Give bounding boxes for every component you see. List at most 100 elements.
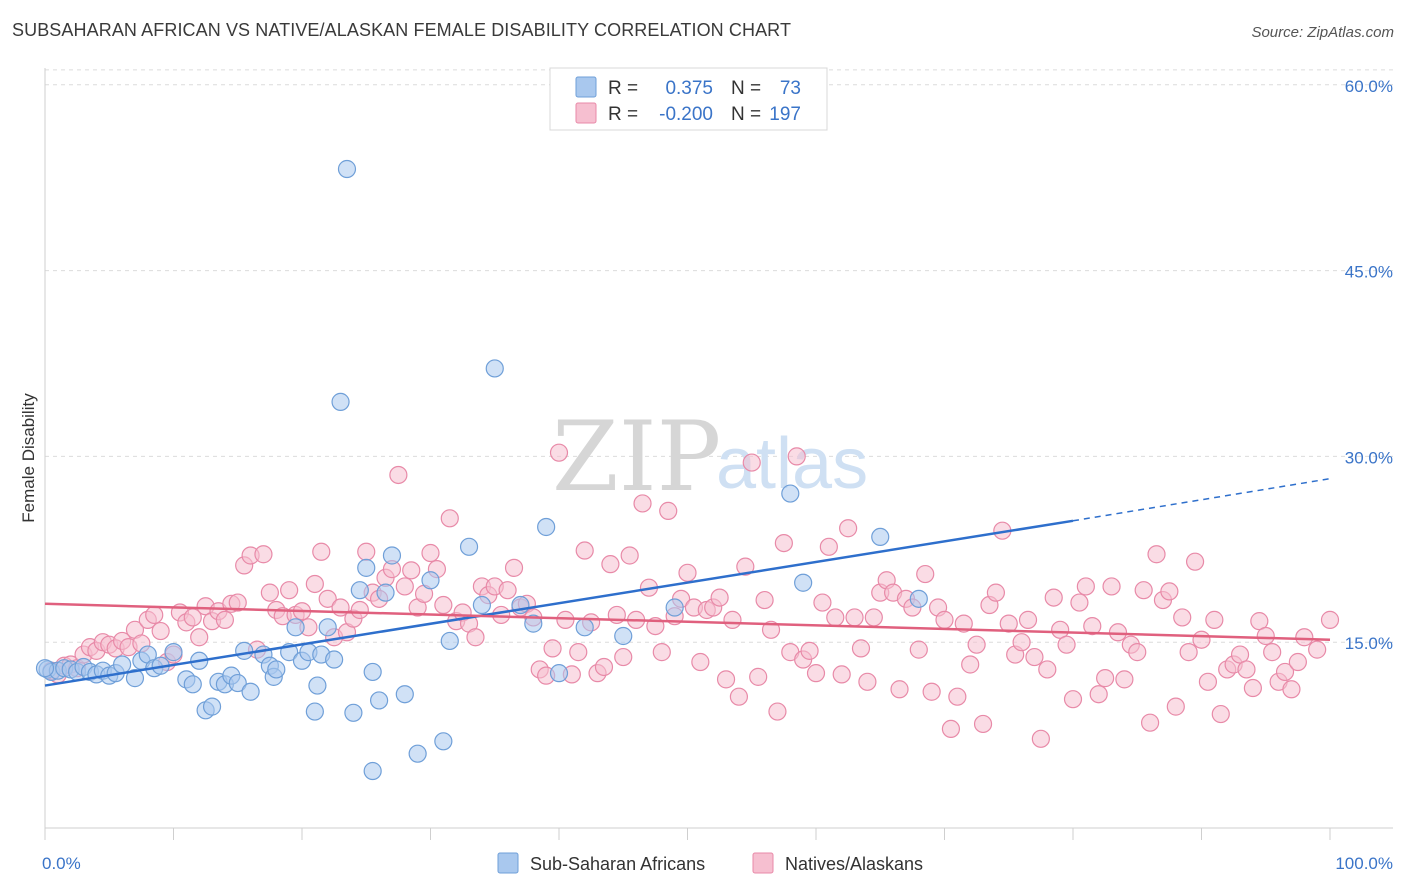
sub-saharan-point bbox=[434, 732, 453, 751]
natives-point bbox=[729, 687, 749, 706]
natives-point bbox=[1147, 545, 1166, 564]
natives-point bbox=[1025, 647, 1044, 667]
natives-point bbox=[260, 583, 279, 602]
sub-saharan-point bbox=[376, 583, 395, 602]
natives-point bbox=[1288, 652, 1307, 672]
natives-point bbox=[1063, 690, 1083, 709]
natives-point bbox=[819, 537, 838, 556]
natives-point bbox=[504, 558, 524, 577]
natives-point bbox=[389, 465, 408, 485]
natives-point bbox=[1243, 678, 1263, 698]
natives-point bbox=[1012, 633, 1031, 652]
axes bbox=[44, 68, 1393, 840]
sub-saharan-trend-extension bbox=[1072, 477, 1331, 522]
natives-point bbox=[620, 546, 639, 565]
legend-n-label: N = bbox=[731, 104, 761, 125]
sub-saharan-point bbox=[344, 703, 363, 722]
natives-point bbox=[1282, 680, 1301, 699]
natives-point bbox=[1205, 610, 1224, 629]
natives-point bbox=[749, 667, 768, 686]
sub-saharan-point bbox=[382, 546, 402, 565]
sub-saharan-point bbox=[472, 595, 491, 615]
natives-point bbox=[1192, 630, 1211, 649]
natives-point bbox=[395, 577, 414, 596]
natives-point bbox=[1089, 685, 1108, 704]
sub-saharan-point bbox=[370, 691, 389, 710]
natives-point bbox=[305, 574, 324, 594]
legend-n-value: 73 bbox=[780, 78, 801, 99]
sub-saharan-point bbox=[575, 618, 594, 637]
natives-point bbox=[999, 614, 1018, 633]
natives-point bbox=[190, 628, 209, 647]
series-legend-swatch-natives[interactable] bbox=[752, 852, 774, 874]
natives-point bbox=[594, 657, 614, 677]
natives-point bbox=[228, 593, 247, 612]
trend-lines bbox=[44, 477, 1331, 687]
legend-swatch-natives bbox=[575, 102, 597, 124]
sub-saharan-point bbox=[112, 655, 132, 674]
series-legend-label-natives[interactable]: Natives/Alaskans bbox=[785, 854, 923, 874]
natives-point bbox=[723, 610, 742, 629]
natives-point bbox=[498, 581, 517, 600]
sub-saharan-point bbox=[794, 573, 813, 592]
sub-saharan-point bbox=[395, 685, 414, 704]
series-legend-label-sub-saharan[interactable]: Sub-Saharan Africans bbox=[530, 854, 705, 874]
natives-point bbox=[357, 542, 376, 561]
sub-saharan-point bbox=[318, 618, 337, 637]
legend-r-value: -0.200 bbox=[659, 104, 713, 125]
chart-title: SUBSAHARAN AFRICAN VS NATIVE/ALASKAN FEM… bbox=[12, 20, 792, 40]
sub-saharan-point bbox=[485, 359, 504, 378]
correlation-legend: R = 0.375 N = 73 R = -0.200 N = 197 bbox=[549, 67, 828, 131]
x-tick-label: 100.0% bbox=[1335, 854, 1393, 873]
sub-saharan-point bbox=[459, 537, 479, 556]
tick-labels: 15.0% 30.0% 45.0% 60.0% 0.0% 100.0% bbox=[42, 77, 1393, 873]
natives-point bbox=[575, 541, 594, 560]
natives-point bbox=[806, 664, 826, 683]
natives-point bbox=[1070, 593, 1089, 612]
legend-n-label: N = bbox=[731, 78, 761, 99]
natives-point bbox=[864, 608, 883, 627]
natives-point bbox=[402, 561, 421, 580]
natives-point bbox=[813, 593, 832, 612]
natives-point bbox=[787, 447, 806, 466]
natives-point bbox=[556, 610, 575, 629]
natives-point bbox=[916, 564, 935, 584]
legend-r-value: 0.375 bbox=[665, 78, 713, 99]
data-points bbox=[35, 159, 1340, 781]
natives-point bbox=[716, 670, 736, 689]
chart-source: Source: ZipAtlas.com bbox=[1251, 24, 1394, 41]
natives-point bbox=[774, 533, 793, 553]
y-tick-label: 15.0% bbox=[1345, 634, 1393, 653]
sub-saharan-point bbox=[228, 673, 247, 693]
sub-saharan-point bbox=[286, 618, 305, 637]
natives-point bbox=[318, 589, 337, 608]
y-tick-label: 60.0% bbox=[1345, 77, 1393, 96]
natives-point bbox=[851, 639, 871, 658]
natives-point bbox=[1275, 662, 1295, 682]
natives-point bbox=[1044, 588, 1063, 607]
sub-saharan-point bbox=[363, 662, 382, 682]
sub-saharan-point bbox=[164, 643, 183, 662]
natives-point bbox=[710, 588, 729, 607]
natives-point bbox=[839, 519, 858, 538]
natives-point bbox=[1179, 643, 1198, 662]
natives-point bbox=[1295, 628, 1314, 647]
series-legend-swatch-sub-saharan[interactable] bbox=[497, 852, 519, 874]
natives-point bbox=[935, 610, 954, 629]
natives-point bbox=[1134, 581, 1153, 600]
sub-saharan-point bbox=[125, 669, 145, 688]
sub-saharan-point bbox=[781, 484, 800, 503]
natives-point bbox=[440, 509, 459, 528]
y-tick-label: 30.0% bbox=[1345, 448, 1393, 467]
natives-point bbox=[151, 621, 170, 641]
natives-point bbox=[1102, 577, 1121, 596]
sub-saharan-point bbox=[267, 660, 286, 679]
y-axis-label: Female Disability bbox=[19, 393, 38, 523]
natives-point bbox=[652, 643, 671, 662]
natives-point bbox=[1173, 608, 1192, 627]
sub-saharan-point bbox=[350, 581, 369, 600]
natives-point bbox=[678, 563, 697, 582]
sub-saharan-point bbox=[235, 641, 254, 660]
sub-saharan-point bbox=[35, 659, 55, 678]
sub-saharan-point bbox=[331, 392, 350, 411]
